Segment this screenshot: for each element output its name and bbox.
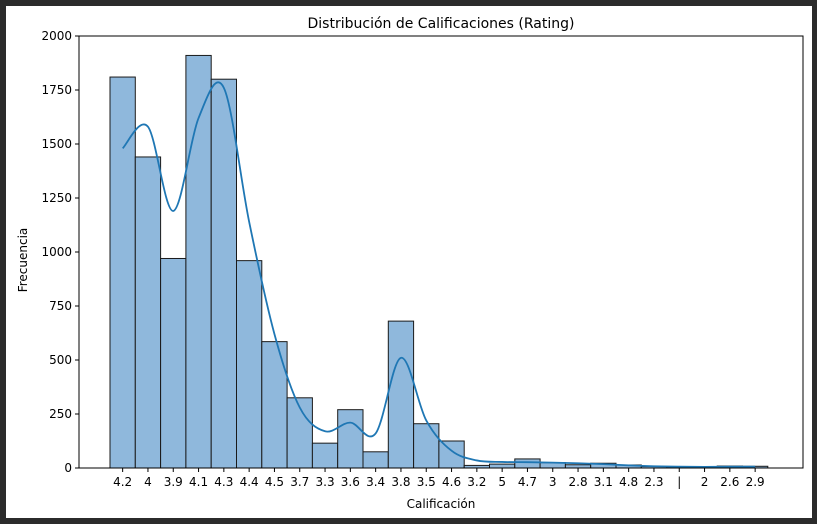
y-tick-label: 1250 xyxy=(41,191,72,205)
y-tick-label: 2000 xyxy=(41,29,72,43)
x-ticks-group: 4.2 4 3.9 4.1 4.3 4.4 4.5 3.7 3.3 3.6 3.4 3.8 3.5 4.6… xyxy=(113,468,765,489)
x-tick-label: 2.9 xyxy=(746,475,765,489)
x-tick-label: 3.3 xyxy=(316,475,335,489)
x-tick-label: 3.9 xyxy=(164,475,183,489)
x-tick-label: 5 xyxy=(498,475,506,489)
bar xyxy=(514,458,541,469)
histogram-chart: Distribución de Calificaciones (Rating) … xyxy=(16,16,804,511)
bar xyxy=(337,409,364,469)
bar xyxy=(311,442,339,469)
x-tick-label: 4.3 xyxy=(214,475,233,489)
x-tick-label: 3 xyxy=(549,475,557,489)
x-tick-label: 3.4 xyxy=(366,475,385,489)
x-tick-label: 2 xyxy=(701,475,709,489)
x-tick-label: 2.3 xyxy=(644,475,663,489)
kde-line xyxy=(121,81,756,468)
y-tick-label: 750 xyxy=(49,299,72,313)
bar xyxy=(236,260,263,469)
y-tick-label: 1500 xyxy=(41,137,72,151)
bar xyxy=(109,76,136,469)
x-tick-label: 3.8 xyxy=(391,475,410,489)
bar xyxy=(362,451,389,469)
x-tick-label: 3.7 xyxy=(290,475,309,489)
bar xyxy=(489,463,516,469)
x-axis-label: Calificación xyxy=(407,497,476,511)
x-tick-label: | xyxy=(677,475,681,489)
bar xyxy=(210,78,237,469)
x-tick-label: 4 xyxy=(144,475,152,489)
x-tick-label: 3.5 xyxy=(417,475,436,489)
y-tick-label: 500 xyxy=(49,353,72,367)
y-tick-label: 0 xyxy=(64,461,72,475)
x-tick-label: 2.8 xyxy=(569,475,588,489)
x-tick-label: 3.2 xyxy=(467,475,486,489)
bars-group xyxy=(109,54,769,469)
bar xyxy=(185,54,212,469)
chart-title: Distribución de Calificaciones (Rating) xyxy=(308,16,575,32)
y-ticks-group: 0 250 500 750 1000 1250 1500 1750 2000 xyxy=(41,29,79,475)
bar xyxy=(413,423,440,469)
x-tick-label: 4.4 xyxy=(240,475,259,489)
y-axis-label: Frecuencia xyxy=(16,228,30,293)
x-tick-label: 3.6 xyxy=(341,475,360,489)
x-tick-label: 4.6 xyxy=(442,475,461,489)
y-tick-label: 1000 xyxy=(41,245,72,259)
bar xyxy=(160,257,187,469)
x-tick-label: 3.1 xyxy=(594,475,613,489)
chart-frame: Distribución de Calificaciones (Rating) … xyxy=(6,6,812,518)
x-tick-label: 4.8 xyxy=(619,475,638,489)
x-tick-label: 2.6 xyxy=(720,475,739,489)
y-tick-label: 250 xyxy=(49,407,72,421)
kde-group xyxy=(121,81,756,468)
bar xyxy=(387,320,415,469)
bar xyxy=(134,156,162,469)
x-tick-label: 4.7 xyxy=(518,475,537,489)
x-tick-label: 4.2 xyxy=(113,475,132,489)
y-tick-label: 1750 xyxy=(41,83,72,97)
bar xyxy=(438,440,465,469)
x-tick-label: 4.5 xyxy=(265,475,284,489)
x-tick-label: 4.1 xyxy=(189,475,208,489)
bar xyxy=(261,341,288,469)
